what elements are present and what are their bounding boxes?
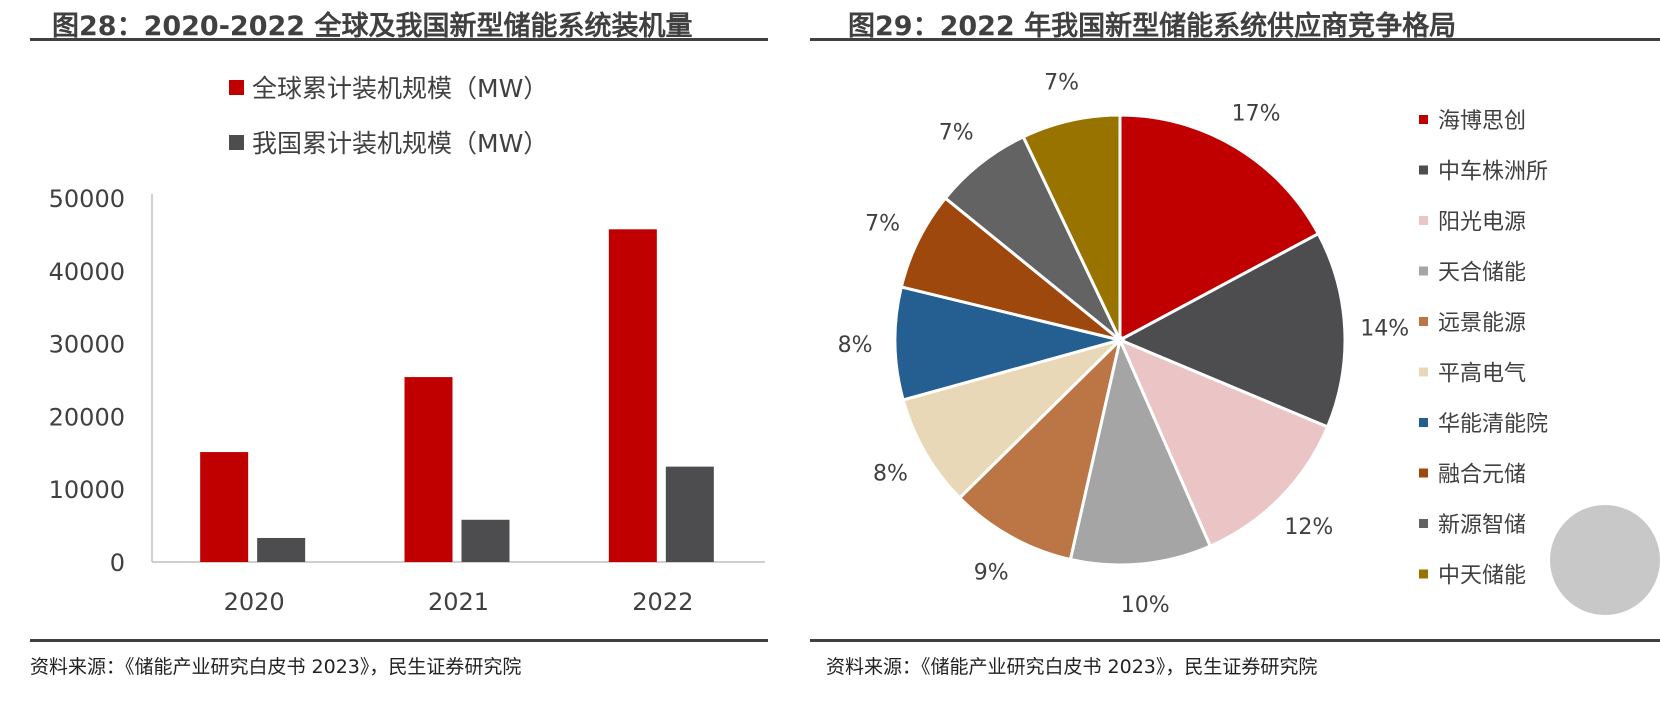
pie-legend-swatch: [1419, 266, 1428, 276]
y-tick-label: 50000: [49, 185, 125, 213]
pie-legend-label: 华能清能院: [1438, 412, 1548, 437]
x-tick-label: 2022: [632, 588, 693, 616]
bar-2022-global: [608, 229, 657, 562]
pie-legend-swatch: [1419, 367, 1428, 377]
pie-legend-label: 天合储能: [1438, 261, 1526, 286]
pie-slice-中天储能: [1021, 113, 1122, 341]
legend-swatch: [229, 80, 244, 95]
pie-value-label: 7%: [1044, 71, 1079, 96]
pie-legend-swatch: [1419, 569, 1428, 579]
pie-slice-中车株洲所: [1116, 231, 1347, 429]
pie-slice-远景能源: [957, 335, 1123, 562]
left-source-note: 资料来源：《储能产业研究白皮书 2023》，民生证券研究院: [30, 656, 522, 678]
bar-2020-china: [257, 537, 306, 562]
y-tick-label: 10000: [49, 476, 125, 504]
legend-swatch: [229, 135, 244, 150]
y-tick-label: 20000: [49, 403, 125, 431]
pie-legend-label: 远景能源: [1438, 311, 1526, 336]
pie-legend-label: 阳光电源: [1438, 210, 1526, 235]
pie-legend-label: 海博思创: [1438, 109, 1526, 134]
y-tick-label: 0: [110, 549, 125, 577]
pie-legend-swatch: [1419, 317, 1428, 326]
bar-2022-china: [665, 466, 714, 562]
pie-slice-海博思创: [1118, 113, 1321, 343]
pie-value-label: 9%: [974, 561, 1009, 586]
legend-label: 我国累计装机规模（MW）: [252, 129, 548, 158]
legend-label: 全球累计装机规模（MW）: [252, 74, 548, 103]
right-title-rule: [810, 38, 1660, 41]
pie-legend-label: 融合元储: [1438, 463, 1526, 488]
pie-value-label: 10%: [1121, 593, 1170, 618]
bar-2021-china: [461, 519, 510, 562]
left-title-rule: [30, 38, 768, 41]
pie-legend-swatch: [1419, 519, 1428, 528]
pie-value-label: 7%: [939, 121, 974, 146]
pie-legend-swatch: [1419, 165, 1428, 175]
pie-legend-label: 中天储能: [1438, 564, 1526, 589]
y-tick-label: 40000: [49, 258, 125, 286]
pie-legend-swatch: [1419, 115, 1428, 124]
pie-value-label: 14%: [1360, 316, 1409, 341]
pie-legend-label: 中车株洲所: [1438, 160, 1548, 185]
x-tick-label: 2020: [224, 588, 285, 616]
right-chart-title: 图29：2022 年我国新型储能系统供应商竞争格局: [848, 11, 1457, 42]
y-tick-label: 30000: [49, 331, 125, 359]
bar-2020-global: [200, 452, 249, 562]
pie-legend-label: 新源智储: [1438, 513, 1526, 538]
pie-slice-阳光电源: [1117, 337, 1330, 549]
pie-legend-swatch: [1419, 216, 1428, 225]
pie-value-label: 8%: [838, 333, 873, 358]
pie-slice-平高电气: [901, 337, 1126, 500]
x-tick-label: 2021: [428, 588, 489, 616]
pie-legend-swatch: [1419, 468, 1428, 478]
right-source-note: 资料来源：《储能产业研究白皮书 2023》，民生证券研究院: [826, 656, 1318, 678]
pie-legend-label: 平高电气: [1438, 362, 1526, 387]
pie-slice-天合储能: [1068, 335, 1213, 567]
right-bottom-rule: [810, 639, 1660, 642]
pie-value-label: 17%: [1232, 102, 1281, 127]
left-bottom-rule: [30, 639, 768, 642]
pie-value-label: 12%: [1284, 515, 1333, 540]
pie-slice-华能清能院: [893, 285, 1126, 402]
decorative-circle: [1550, 505, 1660, 615]
pie-legend-swatch: [1419, 418, 1428, 427]
bar-2021-global: [404, 377, 453, 562]
pie-value-label: 7%: [865, 211, 900, 236]
left-chart-title: 图28：2020-2022 全球及我国新型储能系统装机量: [52, 11, 693, 42]
pie-value-label: 8%: [873, 462, 908, 487]
